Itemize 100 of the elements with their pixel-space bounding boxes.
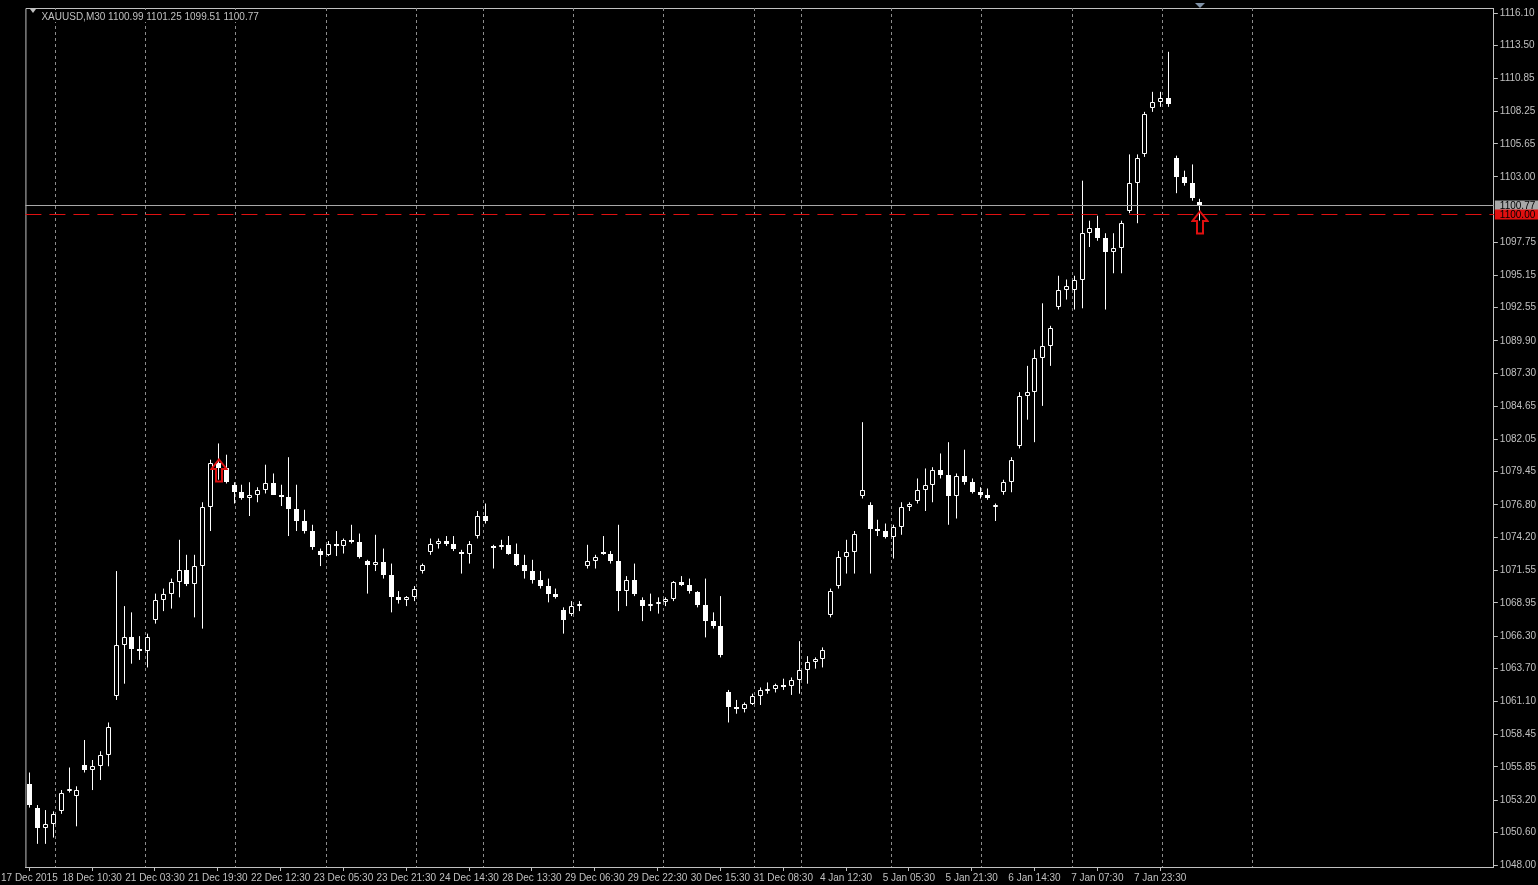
candlestick bbox=[1009, 456, 1014, 493]
candlestick bbox=[1048, 325, 1053, 367]
candlestick bbox=[553, 588, 558, 600]
y-tick-label: 1074.20 bbox=[1499, 531, 1537, 543]
y-tick-label: 1103.00 bbox=[1499, 170, 1536, 182]
candlestick bbox=[1142, 111, 1147, 158]
candlestick bbox=[656, 596, 661, 615]
candlestick bbox=[1166, 51, 1171, 108]
y-tick-label: 1055.85 bbox=[1499, 760, 1537, 772]
candlestick bbox=[169, 578, 174, 610]
candlestick bbox=[1103, 232, 1108, 311]
candlestick bbox=[1190, 163, 1195, 202]
x-tick-label: 29 Dec 06:30 bbox=[564, 871, 625, 883]
candlestick bbox=[860, 421, 865, 499]
candlestick bbox=[1087, 220, 1092, 248]
candlestick bbox=[923, 467, 928, 512]
candlestick bbox=[907, 501, 912, 512]
x-tick-label: 21 Dec 19:30 bbox=[188, 871, 248, 883]
candlestick bbox=[797, 640, 802, 695]
candlestick bbox=[711, 611, 716, 630]
candlestick bbox=[1111, 232, 1116, 274]
candlestick bbox=[726, 689, 731, 723]
x-tick-label: 6 Jan 14:30 bbox=[1008, 871, 1062, 883]
candlestick bbox=[1174, 155, 1179, 194]
x-tick-label: 21 Dec 03:30 bbox=[125, 871, 186, 883]
x-tick-label: 18 Dec 10:30 bbox=[62, 871, 123, 883]
candlestick bbox=[506, 535, 511, 554]
candlestick bbox=[59, 789, 64, 815]
candlestick bbox=[459, 549, 464, 575]
candlestick bbox=[522, 554, 527, 580]
candlestick bbox=[161, 588, 166, 612]
candlestick bbox=[538, 570, 543, 590]
candlestick bbox=[718, 595, 723, 658]
candlestick bbox=[577, 600, 582, 612]
candlestick bbox=[483, 503, 488, 525]
candlestick bbox=[1119, 220, 1124, 274]
candlestick bbox=[1040, 302, 1045, 407]
x-tick-label: 5 Jan 05:30 bbox=[882, 871, 936, 883]
candlestick bbox=[263, 464, 268, 494]
candlestick bbox=[294, 484, 299, 532]
candlestick bbox=[475, 510, 480, 540]
candlestick bbox=[381, 548, 386, 580]
candlestick bbox=[90, 759, 95, 791]
candlestick bbox=[396, 590, 401, 605]
x-tick-label: 29 Dec 22:30 bbox=[627, 871, 688, 883]
candlestick bbox=[177, 539, 182, 598]
y-tick-label: 1087.30 bbox=[1499, 367, 1537, 379]
candlestick bbox=[985, 487, 990, 501]
candlestick bbox=[82, 739, 87, 774]
y-tick-label: 1079.45 bbox=[1499, 465, 1537, 477]
candlestick bbox=[844, 539, 849, 575]
x-tick-label: 31 Dec 08:30 bbox=[753, 871, 814, 883]
candlestick bbox=[1017, 391, 1022, 449]
y-tick-label: 1061.10 bbox=[1499, 694, 1537, 706]
candlestick bbox=[1182, 170, 1187, 187]
y-tick-label: 1095.15 bbox=[1499, 268, 1537, 280]
candlestick bbox=[891, 524, 896, 560]
candlestick bbox=[428, 538, 433, 556]
x-tick-label: 28 Dec 13:30 bbox=[502, 871, 563, 883]
y-tick-label: 1050.60 bbox=[1499, 826, 1537, 838]
candlestick bbox=[1127, 153, 1132, 214]
candlestick bbox=[632, 563, 637, 597]
x-tick-label: 23 Dec 05:30 bbox=[313, 871, 374, 883]
y-tick-label: 1110.85 bbox=[1499, 72, 1535, 84]
candlestick bbox=[286, 456, 291, 537]
candlestick bbox=[671, 582, 676, 602]
candlestick bbox=[192, 554, 197, 618]
candlestick bbox=[373, 534, 378, 572]
candlestick bbox=[153, 593, 158, 625]
y-tick-label: 1082.05 bbox=[1499, 432, 1537, 444]
candlestick bbox=[640, 596, 645, 622]
y-tick-label: 1076.80 bbox=[1499, 498, 1537, 510]
candlestick bbox=[67, 767, 72, 794]
candlestick bbox=[404, 597, 409, 607]
candlestick bbox=[805, 655, 810, 685]
candlestick bbox=[255, 486, 260, 503]
candlestick bbox=[852, 530, 857, 575]
candlestick bbox=[1095, 215, 1100, 242]
candlestick bbox=[1150, 91, 1155, 113]
candlestick bbox=[349, 524, 354, 545]
candlestick bbox=[1025, 365, 1030, 421]
candlestick bbox=[74, 785, 79, 827]
candlestick bbox=[593, 554, 598, 570]
candlestick bbox=[624, 575, 629, 607]
y-tick-label: 1053.20 bbox=[1499, 793, 1537, 805]
y-tick-label: 1084.65 bbox=[1499, 400, 1537, 412]
candlestick bbox=[836, 550, 841, 590]
candlestick bbox=[499, 539, 504, 551]
ref-line-label: 1100.77 bbox=[1499, 199, 1536, 211]
candlestick bbox=[946, 441, 951, 526]
candlestick bbox=[106, 721, 111, 767]
x-tick-label: 17 Dec 2015 bbox=[1, 871, 59, 883]
y-tick-label: 1092.55 bbox=[1499, 301, 1537, 313]
candlestick bbox=[954, 472, 959, 520]
y-tick-label: 1071.55 bbox=[1499, 564, 1537, 576]
candlestick bbox=[444, 535, 449, 547]
candlestick bbox=[883, 523, 888, 540]
candlestick bbox=[184, 554, 189, 587]
candlestick bbox=[122, 605, 127, 685]
chart-title: XAUUSD,M30 1100.99 1101.25 1099.51 1100.77 bbox=[41, 11, 260, 22]
